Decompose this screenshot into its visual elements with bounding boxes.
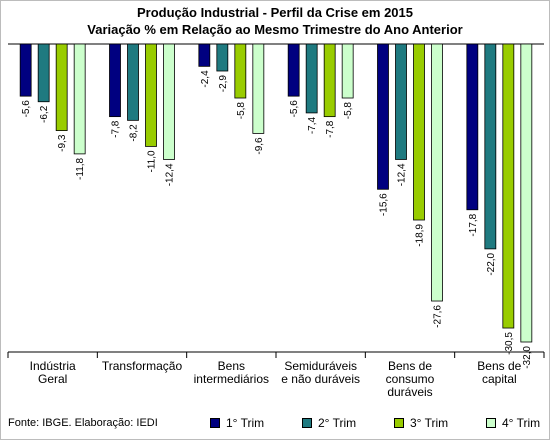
bar [73, 43, 86, 155]
bar [287, 43, 300, 97]
bar [109, 43, 121, 118]
bar [502, 43, 515, 329]
category-label: duráveis [387, 385, 432, 399]
data-label: -12,4 [165, 163, 176, 186]
category-label: e não duráveis [281, 372, 360, 386]
bar [305, 43, 318, 114]
bar [413, 43, 425, 221]
bar [395, 43, 407, 160]
category-label: Bens de [477, 359, 521, 373]
data-label: -18,9 [415, 224, 426, 247]
data-label: -5,8 [343, 102, 354, 120]
category-label: Bens de [388, 359, 432, 373]
data-label: -5,6 [21, 100, 32, 118]
data-label: -12,4 [397, 163, 408, 186]
data-label: -9,6 [254, 137, 265, 155]
legend-item-3: 3° Trim [394, 416, 486, 430]
bar [19, 43, 32, 97]
legend-label: 2° Trim [318, 416, 357, 430]
bar [323, 43, 336, 118]
bar [145, 43, 157, 147]
legend-swatch [210, 418, 220, 428]
legend-label: 3° Trim [410, 416, 449, 430]
bar [484, 43, 497, 250]
data-label: -32,0 [522, 346, 533, 369]
data-label: -15,6 [379, 193, 390, 216]
bar [431, 43, 443, 302]
bar [127, 43, 139, 121]
category-label: Geral [38, 372, 67, 386]
legend-item-4: 4° Trim [486, 416, 550, 430]
legend-item-1: 1° Trim [210, 416, 302, 430]
category-label: Semiduráveis [284, 359, 357, 373]
bar [377, 43, 389, 190]
category-label: Indústria [30, 359, 76, 373]
legend-swatch [486, 418, 496, 428]
data-label: -30,5 [504, 332, 515, 355]
bar [520, 43, 533, 343]
source-note: Fonte: IBGE. Elaboração: IEDI [8, 417, 158, 429]
bar [216, 43, 229, 72]
bar [234, 43, 247, 99]
data-label: -11,8 [75, 157, 86, 179]
category-label: Bens [218, 359, 245, 373]
data-label: -17,8 [468, 213, 479, 236]
data-label: -22,0 [486, 252, 497, 275]
bar [252, 43, 265, 134]
data-label: -11,0 [147, 150, 158, 172]
bar [466, 43, 479, 211]
category-label: Transformação [102, 359, 183, 373]
data-label: -5,8 [236, 102, 247, 120]
legend-swatch [302, 418, 312, 428]
data-label: -7,8 [111, 120, 122, 138]
bar [341, 43, 354, 99]
category-label: capital [482, 372, 517, 386]
legend-label: 4° Trim [502, 416, 541, 430]
category-label: consumo [386, 372, 435, 386]
legend-item-2: 2° Trim [302, 416, 394, 430]
data-label: -2,9 [218, 75, 229, 93]
chart-title: Produção Industrial - Perfil da Crise em… [137, 5, 413, 20]
chart-subtitle: Variação % em Relação ao Mesmo Trimestre… [87, 22, 463, 37]
legend: 1° Trim 2° Trim 3° Trim 4° Trim [210, 416, 550, 430]
data-label: -9,3 [57, 134, 68, 152]
data-label: -6,2 [39, 105, 50, 123]
bar [163, 43, 175, 160]
data-label: -2,4 [200, 70, 211, 88]
bar [198, 43, 211, 67]
legend-label: 1° Trim [226, 416, 265, 430]
legend-swatch [394, 418, 404, 428]
category-label: intermediários [194, 372, 269, 386]
data-label: -8,2 [129, 124, 140, 142]
data-label: -27,6 [433, 305, 444, 328]
bar [55, 43, 68, 132]
data-label: -5,6 [289, 100, 300, 118]
bar [37, 43, 50, 103]
data-label: -7,4 [307, 116, 318, 134]
data-label: -7,8 [325, 120, 336, 138]
